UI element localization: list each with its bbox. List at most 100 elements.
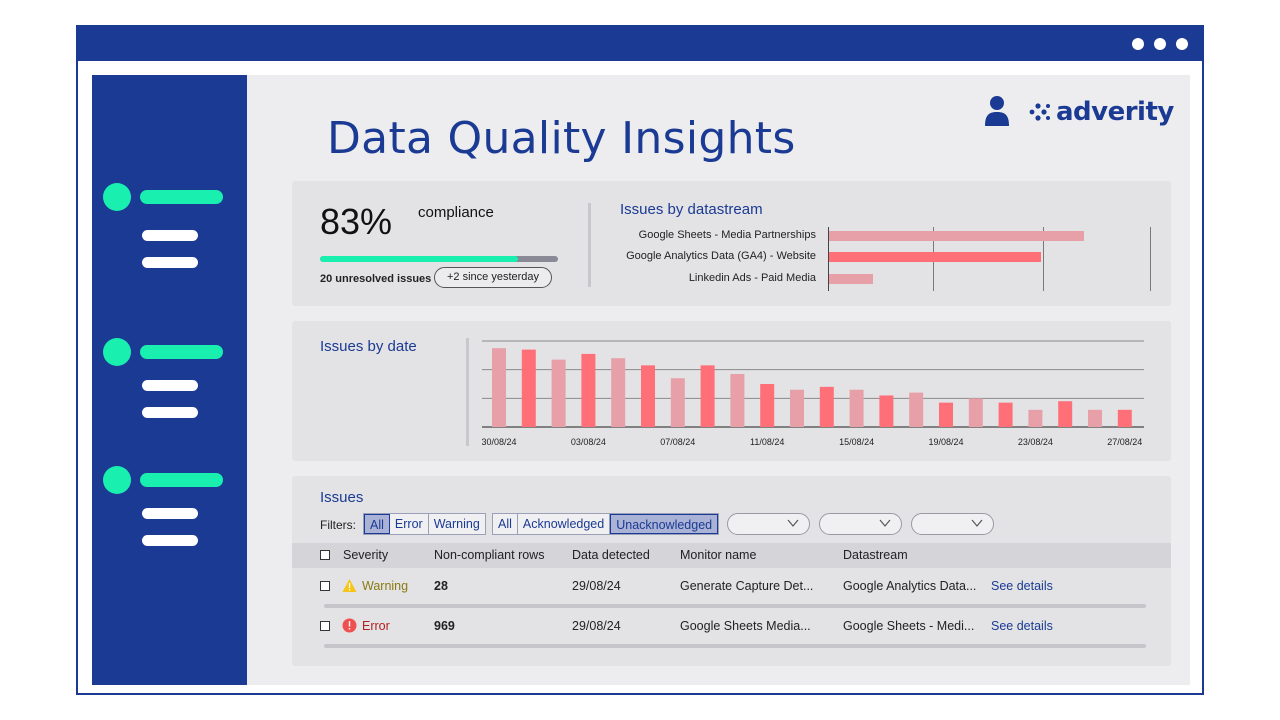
filter-dropdown-3[interactable]	[911, 513, 994, 535]
filter-severity-all[interactable]: All	[364, 514, 390, 534]
sidebar-group-1[interactable]	[103, 183, 233, 273]
severity-label: Error	[362, 619, 390, 633]
dot-icon	[1154, 38, 1166, 50]
x-tick-label: 19/08/24	[928, 437, 963, 447]
sidebar	[92, 75, 247, 685]
page-title: Data Quality Insights	[327, 113, 796, 164]
since-yesterday-badge: +2 since yesterday	[434, 267, 553, 288]
user-icon[interactable]	[983, 95, 1011, 127]
table-row[interactable]: Warning 28 29/08/24 Generate Capture Det…	[292, 577, 1171, 613]
issues-by-date-panel: Issues by date 30/08/24 03/08/24 07/08/24 1…	[292, 321, 1171, 461]
sidebar-group-3[interactable]	[103, 466, 233, 556]
date-bar	[611, 358, 626, 427]
x-tick-label: 27/08/24	[1107, 437, 1142, 447]
filter-acknowledged[interactable]: Acknowledged	[518, 514, 611, 534]
compliance-panel: 83% compliance 20 unresolved issues +2 s…	[292, 181, 1171, 306]
sidebar-group-2[interactable]	[103, 338, 233, 428]
date-bar	[1058, 401, 1073, 427]
row-divider	[324, 604, 1146, 608]
x-tick-label: 30/08/24	[482, 437, 517, 447]
window-menu[interactable]	[1132, 38, 1188, 50]
datastream-name: Google Sheets - Medi...	[843, 619, 975, 633]
date-bar	[998, 402, 1013, 427]
issues-panel: Issues Filters: All Error Warning All Ac…	[292, 476, 1171, 666]
date-detected: 29/08/24	[572, 579, 621, 593]
issues-by-date-chart: 30/08/24 03/08/24 07/08/24 11/08/24 15/08/24…	[482, 340, 1144, 447]
monitor-name: Google Sheets Media...	[680, 619, 811, 633]
ack-filter-group: All Acknowledged Unacknowledged	[492, 513, 720, 535]
filter-dropdown-1[interactable]	[727, 513, 810, 535]
column-header-date[interactable]: Data detected	[572, 548, 650, 562]
compliance-percent: 83%	[320, 201, 393, 242]
unresolved-count: 20 unresolved issues	[320, 273, 432, 285]
date-bar	[909, 392, 924, 427]
main-content: Data Quality Insights adverity 83%	[247, 75, 1190, 685]
datastream-label: Google Sheets - Media Partnerships	[638, 229, 816, 241]
severity-filter-group: All Error Warning	[363, 513, 486, 535]
datastream-label: Linkedin Ads - Paid Media	[688, 272, 816, 284]
date-bar	[700, 365, 715, 427]
nav-circle-icon	[103, 466, 131, 494]
nav-line-main	[140, 345, 223, 359]
filter-unacknowledged[interactable]: Unacknowledged	[610, 514, 719, 534]
filter-severity-error[interactable]: Error	[390, 514, 429, 534]
compliance-label: compliance	[418, 204, 494, 221]
nav-line	[142, 407, 198, 418]
date-bar	[1117, 409, 1132, 427]
severity-label: Warning	[362, 579, 409, 593]
dot-icon	[1176, 38, 1188, 50]
datastream-gridline	[1150, 227, 1151, 291]
x-tick-label: 15/08/24	[839, 437, 874, 447]
row-checkbox[interactable]	[320, 621, 330, 631]
adverity-logo-icon	[1029, 103, 1050, 121]
date-bar	[849, 389, 864, 427]
date-detected: 29/08/24	[572, 619, 621, 633]
compliance-progress-fill	[320, 256, 518, 262]
nav-line	[142, 380, 198, 391]
monitor-name: Generate Capture Det...	[680, 579, 814, 593]
date-bar	[879, 395, 894, 427]
date-bar	[551, 359, 566, 427]
x-tick-label: 07/08/24	[660, 437, 695, 447]
date-bar	[1088, 409, 1102, 427]
date-bar	[819, 386, 834, 427]
filters-label: Filters:	[320, 518, 356, 532]
chevron-down-icon	[879, 519, 891, 527]
nav-circle-icon	[103, 338, 131, 366]
error-icon	[342, 618, 357, 633]
select-all-checkbox[interactable]	[320, 550, 330, 560]
browser-title-bar	[78, 27, 1202, 61]
issues-title: Issues	[320, 489, 364, 506]
brand-name: adverity	[1056, 97, 1174, 127]
chevron-down-icon	[787, 519, 799, 527]
see-details-link[interactable]: See details	[991, 579, 1053, 593]
date-bar	[670, 378, 685, 427]
nav-line	[142, 508, 198, 519]
filter-dropdown-2[interactable]	[819, 513, 902, 535]
x-tick-label: 03/08/24	[571, 437, 606, 447]
datastream-bar	[829, 231, 1084, 241]
non-compliant-rows: 28	[434, 579, 448, 593]
date-bar	[1028, 409, 1043, 427]
nav-line	[142, 230, 198, 241]
filter-severity-warning[interactable]: Warning	[433, 517, 480, 531]
warning-icon	[342, 579, 357, 592]
date-bar	[641, 365, 655, 427]
datastream-bar	[829, 252, 1041, 262]
see-details-link[interactable]: See details	[991, 619, 1053, 633]
column-header-severity[interactable]: Severity	[343, 548, 389, 562]
app-canvas: Data Quality Insights adverity 83%	[92, 75, 1190, 685]
filter-ack-all[interactable]: All	[493, 514, 518, 534]
column-header-datastream[interactable]: Datastream	[843, 548, 908, 562]
table-header: Severity Non-compliant rows Data detecte…	[292, 543, 1171, 568]
dot-icon	[1132, 38, 1144, 50]
row-checkbox[interactable]	[320, 581, 330, 591]
nav-line	[142, 257, 198, 268]
chevron-down-icon	[971, 519, 983, 527]
brand-logo: adverity	[1028, 97, 1174, 127]
table-row[interactable]: Error 969 29/08/24 Google Sheets Media..…	[292, 617, 1171, 653]
column-header-monitor[interactable]: Monitor name	[680, 548, 757, 562]
x-tick-label: 23/08/24	[1018, 437, 1053, 447]
column-header-rows[interactable]: Non-compliant rows	[434, 548, 545, 562]
nav-line-main	[140, 473, 223, 487]
